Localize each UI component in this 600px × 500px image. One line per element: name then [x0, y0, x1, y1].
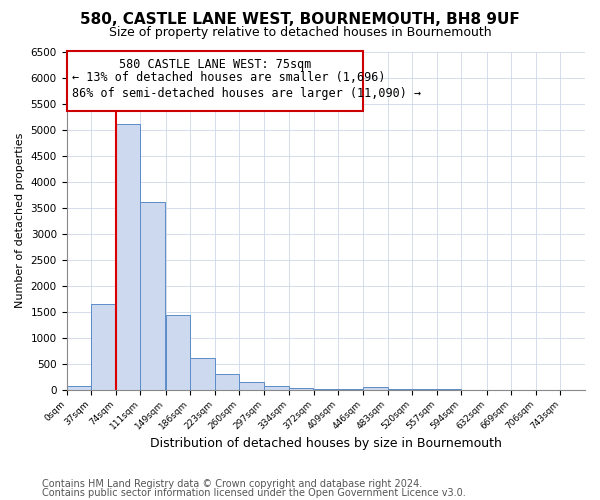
- Text: 580, CASTLE LANE WEST, BOURNEMOUTH, BH8 9UF: 580, CASTLE LANE WEST, BOURNEMOUTH, BH8 …: [80, 12, 520, 28]
- Text: Contains HM Land Registry data © Crown copyright and database right 2024.: Contains HM Land Registry data © Crown c…: [42, 479, 422, 489]
- Bar: [363, 387, 388, 390]
- Bar: [140, 202, 165, 390]
- Bar: [289, 388, 313, 390]
- Bar: [314, 388, 338, 390]
- Bar: [264, 386, 289, 390]
- Bar: [67, 386, 91, 390]
- Bar: [91, 304, 116, 390]
- Bar: [116, 124, 140, 390]
- Bar: [67, 52, 363, 112]
- X-axis label: Distribution of detached houses by size in Bournemouth: Distribution of detached houses by size …: [150, 437, 502, 450]
- Bar: [190, 358, 215, 390]
- Y-axis label: Number of detached properties: Number of detached properties: [15, 133, 25, 308]
- Text: 86% of semi-detached houses are larger (11,090) →: 86% of semi-detached houses are larger (…: [72, 87, 421, 100]
- Text: Size of property relative to detached houses in Bournemouth: Size of property relative to detached ho…: [109, 26, 491, 39]
- Text: ← 13% of detached houses are smaller (1,696): ← 13% of detached houses are smaller (1,…: [72, 72, 385, 85]
- Text: 580 CASTLE LANE WEST: 75sqm: 580 CASTLE LANE WEST: 75sqm: [119, 58, 311, 70]
- Bar: [166, 315, 190, 390]
- Bar: [239, 382, 264, 390]
- Bar: [338, 389, 363, 390]
- Text: Contains public sector information licensed under the Open Government Licence v3: Contains public sector information licen…: [42, 488, 466, 498]
- Bar: [215, 374, 239, 390]
